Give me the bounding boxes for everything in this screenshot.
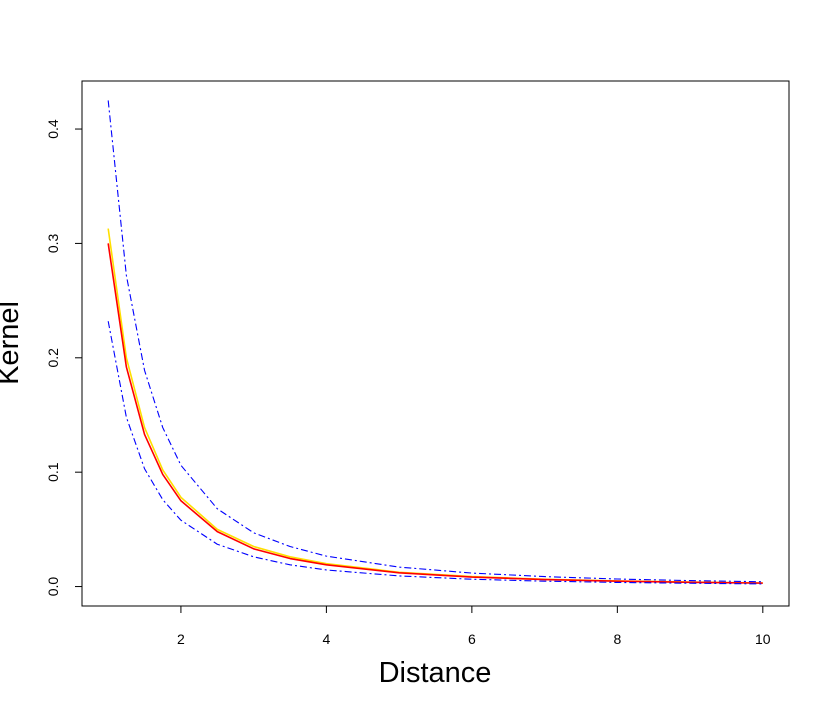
x-tick-label: 6 [468,631,476,647]
series-line-3 [107,100,763,583]
series-lines [107,100,763,585]
series-line-2 [107,243,763,584]
y-axis: 0.0 0.1 0.2 0.3 0.4 [45,119,83,597]
x-axis: 2 4 6 8 10 [177,605,771,647]
x-tick-label: 10 [755,631,771,647]
x-axis-title: Distance [379,657,492,689]
x-tick-label: 4 [322,631,330,647]
series-line-1 [107,228,763,584]
series-line-4 [107,321,763,585]
y-tick-label: 0.1 [45,462,61,482]
x-tick-label: 8 [613,631,621,647]
x-tick-label: 2 [177,631,185,647]
y-tick-label: 0.4 [45,119,61,139]
y-axis-title: Kernel [0,301,25,385]
y-tick-label: 0.2 [45,348,61,368]
plot-frame [81,80,790,607]
y-tick-label: 0.0 [45,577,61,597]
y-tick-label: 0.3 [45,233,61,253]
